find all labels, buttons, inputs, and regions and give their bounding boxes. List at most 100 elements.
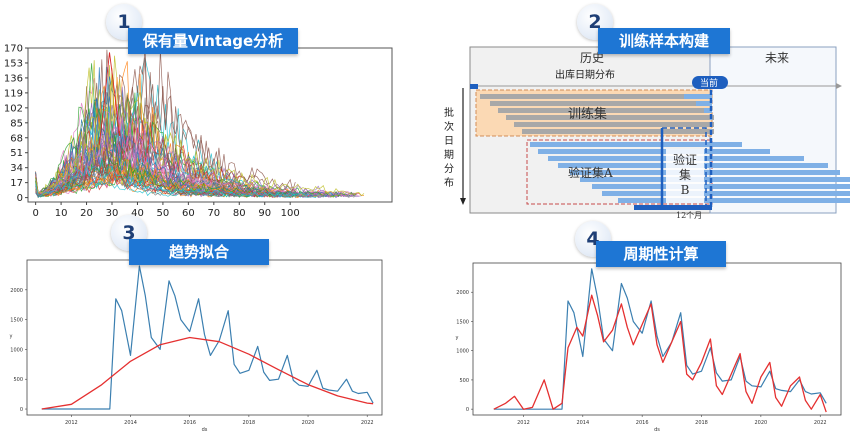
period-fitted-line (493, 294, 827, 413)
train-bar (506, 115, 714, 120)
trend-x-tick-label: 2012 (65, 420, 78, 426)
vintage-series-line (35, 103, 301, 195)
trend-y-tick-label: 2000 (10, 288, 23, 294)
trend-x-tick-label: 2020 (302, 420, 315, 426)
now-label: 当前 (700, 77, 718, 89)
panel-3-title: 趋势拟合 (129, 239, 269, 265)
vintage-series-line (35, 70, 365, 197)
vintage-series-line (35, 118, 357, 198)
trend-x-tick-label: 2022 (361, 420, 374, 426)
vintage-y-tick-label: 17 (10, 178, 23, 189)
period-y-tick-label: 500 (459, 378, 469, 384)
period-x-axis-label: ds (654, 427, 660, 432)
period-x-tick-label: 2020 (755, 420, 768, 426)
vintage-x-tick-label: 20 (80, 208, 93, 219)
validation-bar (602, 191, 850, 196)
now-pill (692, 76, 728, 89)
period-y-tick-label: 1500 (456, 319, 469, 325)
val-b-label-bg (666, 149, 704, 203)
trend-x-tick-label: 2016 (183, 420, 196, 426)
validation-bar (570, 170, 840, 175)
trend-trend-line (41, 336, 374, 410)
vintage-y-tick-label: 170 (4, 44, 23, 55)
train-bar (490, 101, 700, 106)
vintage-series-line (35, 136, 327, 198)
validation-bar (580, 177, 850, 182)
vintage-chart: 0 17 34 51 68 85 102 119 136 153 170 0 10 20 30 40 50 60 7… (4, 44, 393, 219)
vintage-y-tick-label: 85 (10, 118, 23, 129)
future-label: 未来 (765, 51, 789, 65)
period-x-tick-label: 2016 (636, 420, 649, 426)
validation-bar (530, 142, 742, 147)
batch-label-char: 分 (444, 163, 454, 175)
validation-bar (538, 149, 770, 154)
trend-y-tick-label: 1500 (10, 318, 23, 324)
trend-y-tick-label: 1000 (10, 347, 23, 353)
train-bar-extension (696, 101, 712, 106)
vintage-x-tick-label: 0 (32, 208, 38, 219)
trend-x-tick-label: 2014 (124, 420, 137, 426)
vintage-x-tick-label: 30 (106, 208, 119, 219)
vintage-x-tick-label: 10 (55, 208, 68, 219)
batch-label-char: 批 (444, 106, 454, 119)
period-x-tick-label: 2018 (695, 420, 708, 426)
panel-trend-fit: 0 500 1000 1500 2000 2012 2014 2016 2018 2020 2022… (0, 215, 420, 432)
period-x-tick-label: 2012 (517, 420, 530, 426)
twelve-month-bar (634, 205, 712, 210)
out-date-axis-arrow-icon (836, 83, 842, 89)
vintage-series-line (35, 157, 314, 198)
batch-label-char: 期 (444, 149, 454, 161)
period-y-tick-label: 0 (466, 407, 469, 413)
panel-1-title: 保有量Vintage分析 (128, 28, 298, 54)
vintage-x-tick-label: 60 (182, 208, 195, 219)
batch-axis-arrow-icon (460, 198, 466, 205)
vintage-series-line (35, 158, 253, 199)
panel-2-title: 训练样本构建 (598, 28, 730, 54)
validation-bar (592, 184, 850, 189)
batch-label-char: 布 (444, 177, 454, 189)
period-x-tick-label: 2022 (814, 420, 827, 426)
vintage-series-line (35, 63, 301, 198)
panel-periodicity: 0 500 1000 1500 2000 2012 2014 2016 2018 2020 2022… (430, 215, 850, 432)
panel-4-title: 周期性计算 (596, 241, 726, 267)
vintage-x-tick-label: 100 (281, 208, 300, 219)
vintage-x-tick-label: 90 (258, 208, 271, 219)
vintage-y-tick-label: 153 (4, 58, 23, 69)
vintage-x-tick-label: 50 (157, 208, 170, 219)
val-b-label-line: 验证 (673, 152, 697, 167)
trend-fit-chart: 0 500 1000 1500 2000 2012 2014 2016 2018 2020 2022… (10, 259, 383, 432)
vintage-y-tick-label: 119 (4, 88, 23, 99)
train-bars (480, 94, 714, 134)
val-b-label-line: 集 (679, 167, 691, 182)
trend-actual-line (41, 265, 374, 410)
batch-label-char: 日 (444, 136, 454, 147)
out-date-label: 出库日期分布 (555, 68, 615, 81)
period-y-tick-label: 2000 (456, 290, 469, 296)
train-set-label: 训练集 (568, 106, 607, 122)
panel-vintage: 0 17 34 51 68 85 102 119 136 153 170 0 10 20 30 40 50 60 7… (0, 0, 420, 219)
train-bar-extension (684, 94, 712, 99)
trend-plot-frame (26, 259, 383, 416)
train-bar (514, 122, 714, 127)
axis-origin-marker (470, 84, 478, 89)
history-label: 历史 (580, 51, 604, 65)
train-bar (498, 108, 708, 113)
vintage-series-group (35, 49, 365, 199)
vintage-y-tick-label: 34 (10, 163, 23, 174)
val-a-label: 验证集A (568, 165, 613, 180)
vintage-series-line (35, 127, 299, 198)
trend-x-tick-label: 2018 (243, 420, 256, 426)
vintage-series-line (35, 165, 276, 197)
validation-bar (618, 198, 850, 203)
period-plot-frame (472, 262, 842, 416)
train-bar (522, 129, 714, 134)
periodicity-chart: 0 500 1000 1500 2000 2012 2014 2016 2018 2020 2022… (456, 262, 842, 432)
vintage-y-tick-label: 136 (4, 73, 23, 84)
train-bar (480, 94, 688, 99)
vintage-x-tick-label: 80 (233, 208, 246, 219)
batch-label-char: 次 (444, 120, 454, 133)
vintage-y-tick-label: 0 (17, 193, 23, 204)
